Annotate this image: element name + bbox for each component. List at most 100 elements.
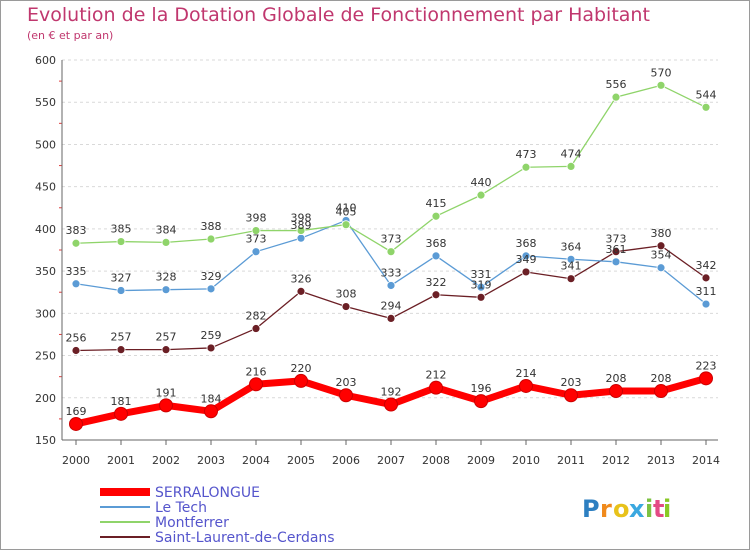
data-label-montferrer: 473 [516, 148, 537, 161]
data-point-montferrer [341, 220, 351, 230]
data-point-serralongue [249, 377, 263, 392]
data-label-le-tech: 389 [291, 219, 312, 232]
x-tick-label: 2004 [242, 454, 270, 467]
data-point-saint-laurent-de-cerdans [431, 290, 441, 300]
chart-title: Evolution de la Dotation Globale de Fonc… [27, 4, 650, 26]
x-tick-label: 2002 [152, 454, 180, 467]
data-label-serralongue: 191 [156, 386, 177, 399]
x-tick-label: 2011 [557, 454, 585, 467]
legend-label-serralongue: SERRALONGUE [155, 485, 260, 501]
data-label-le-tech: 335 [66, 265, 87, 278]
data-label-montferrer: 384 [156, 223, 177, 236]
data-point-serralongue [564, 388, 578, 403]
data-label-le-tech: 311 [696, 285, 717, 298]
legend-label-montferrer: Montferrer [155, 515, 229, 531]
data-point-saint-laurent-de-cerdans [566, 274, 576, 284]
y-tick-label: 300 [35, 307, 56, 320]
data-label-montferrer: 556 [606, 78, 627, 91]
data-label-le-tech: 410 [336, 201, 357, 214]
logo-letter: r [600, 495, 612, 523]
data-label-serralongue: 184 [201, 392, 222, 405]
data-point-serralongue [69, 416, 83, 431]
data-label-saint-laurent-de-cerdans: 326 [291, 272, 312, 285]
data-point-montferrer [611, 92, 621, 102]
logo-letter: P [582, 495, 600, 523]
data-label-montferrer: 385 [111, 223, 132, 236]
legend-label-saint-laurent-de-cerdans: Saint-Laurent-de-Cerdans [155, 530, 335, 546]
data-label-saint-laurent-de-cerdans: 308 [336, 288, 357, 301]
data-point-le-tech [161, 285, 171, 295]
data-label-saint-laurent-de-cerdans: 342 [696, 259, 717, 272]
data-point-le-tech [296, 233, 306, 243]
x-tick-label: 2013 [647, 454, 675, 467]
data-label-serralongue: 196 [471, 382, 492, 395]
x-tick-label: 2007 [377, 454, 405, 467]
x-tick-label: 2010 [512, 454, 540, 467]
chart-subtitle: (en € et par an) [27, 29, 114, 42]
data-label-le-tech: 368 [426, 237, 447, 250]
data-label-le-tech: 368 [516, 237, 537, 250]
data-point-serralongue [699, 371, 713, 386]
data-point-le-tech [566, 254, 576, 264]
data-point-saint-laurent-de-cerdans [206, 343, 216, 353]
legend-label-le-tech: Le Tech [155, 500, 207, 516]
data-label-montferrer: 398 [291, 212, 312, 225]
data-point-serralongue [159, 398, 173, 413]
data-label-le-tech: 331 [471, 268, 492, 281]
data-point-le-tech [251, 247, 261, 257]
x-tick-label: 2014 [692, 454, 720, 467]
data-point-saint-laurent-de-cerdans [611, 247, 621, 257]
x-tick-label: 2006 [332, 454, 360, 467]
data-point-montferrer [206, 234, 216, 244]
data-point-serralongue [429, 380, 443, 395]
logo-letter: i [645, 495, 653, 523]
data-point-montferrer [656, 80, 666, 90]
y-tick-label: 550 [35, 96, 56, 109]
data-point-le-tech [116, 286, 126, 295]
data-point-montferrer [521, 162, 531, 172]
data-label-montferrer: 383 [66, 224, 87, 237]
data-point-saint-laurent-de-cerdans [656, 241, 666, 251]
data-label-saint-laurent-de-cerdans: 256 [66, 331, 87, 344]
data-labels: 169 181 191 184 216 220 203 192 212 196 214 203 208 2… [66, 66, 717, 418]
logo-letter: o [613, 495, 630, 523]
y-tick-label: 450 [35, 181, 56, 194]
data-point-serralongue [474, 394, 488, 409]
data-point-montferrer [161, 237, 171, 247]
x-tick-label: 2003 [197, 454, 225, 467]
x-tick-label: 2012 [602, 454, 630, 467]
data-label-serralongue: 212 [426, 369, 447, 382]
data-point-le-tech [386, 281, 396, 290]
x-tick-label: 2008 [422, 454, 450, 467]
data-point-le-tech [701, 299, 711, 309]
data-label-serralongue: 203 [561, 376, 582, 389]
data-point-le-tech [611, 257, 621, 267]
data-label-serralongue: 208 [651, 372, 672, 385]
data-point-saint-laurent-de-cerdans [341, 302, 351, 311]
data-point-serralongue [339, 388, 353, 403]
y-tick-label: 350 [35, 265, 56, 278]
data-label-le-tech: 354 [651, 249, 672, 262]
data-label-le-tech: 328 [156, 271, 177, 284]
data-label-montferrer: 373 [381, 233, 402, 246]
data-point-saint-laurent-de-cerdans [701, 273, 711, 283]
y-tick-label: 150 [35, 434, 56, 447]
data-point-le-tech [71, 279, 81, 289]
data-label-saint-laurent-de-cerdans: 341 [561, 260, 582, 273]
data-point-montferrer [116, 237, 126, 246]
x-tick-label: 2009 [467, 454, 495, 467]
y-tick-label: 200 [35, 392, 56, 405]
x-tick-label: 2005 [287, 454, 315, 467]
data-label-serralongue: 181 [111, 395, 132, 408]
data-point-le-tech [206, 284, 216, 294]
data-point-saint-laurent-de-cerdans [296, 286, 306, 296]
data-label-montferrer: 415 [426, 197, 447, 210]
data-point-montferrer [386, 247, 396, 257]
data-label-le-tech: 327 [111, 272, 132, 285]
data-label-montferrer: 405 [336, 206, 357, 219]
data-label-serralongue: 169 [66, 405, 87, 418]
x-tick-label: 2001 [107, 454, 135, 467]
data-label-montferrer: 570 [651, 66, 672, 79]
